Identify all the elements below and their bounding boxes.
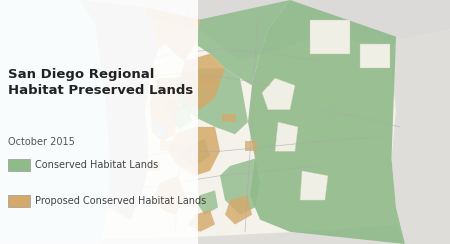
Polygon shape — [310, 20, 350, 54]
Polygon shape — [145, 7, 200, 61]
Polygon shape — [80, 0, 158, 220]
Polygon shape — [175, 68, 248, 134]
Polygon shape — [153, 122, 165, 139]
Text: Conserved Habitat Lands: Conserved Habitat Lands — [35, 160, 158, 170]
Polygon shape — [248, 0, 405, 244]
Bar — [0, 0, 198, 244]
Polygon shape — [150, 78, 178, 142]
Polygon shape — [170, 102, 192, 129]
Polygon shape — [182, 139, 210, 166]
Polygon shape — [360, 44, 390, 68]
Bar — [165, 101, 179, 110]
Bar — [245, 141, 257, 151]
Bar — [8, 195, 30, 207]
Bar — [160, 141, 178, 151]
Polygon shape — [168, 127, 220, 176]
Polygon shape — [0, 0, 450, 61]
Polygon shape — [220, 159, 260, 215]
Polygon shape — [195, 0, 290, 85]
Text: October 2015: October 2015 — [8, 137, 75, 147]
Polygon shape — [0, 224, 405, 244]
Bar — [200, 75, 216, 85]
Bar — [148, 163, 160, 171]
Polygon shape — [188, 210, 215, 232]
Polygon shape — [225, 195, 252, 224]
Polygon shape — [275, 122, 298, 151]
Polygon shape — [155, 176, 185, 215]
Bar — [8, 159, 30, 171]
Polygon shape — [380, 29, 450, 244]
Polygon shape — [178, 54, 225, 110]
Polygon shape — [262, 78, 295, 110]
Polygon shape — [198, 190, 218, 215]
Polygon shape — [300, 171, 328, 200]
Polygon shape — [0, 0, 110, 244]
Text: Proposed Conserved Habitat Lands: Proposed Conserved Habitat Lands — [35, 196, 206, 206]
Bar — [170, 192, 184, 200]
Text: San Diego Regional
Habitat Preserved Lands: San Diego Regional Habitat Preserved Lan… — [8, 68, 193, 97]
Bar — [222, 114, 236, 122]
